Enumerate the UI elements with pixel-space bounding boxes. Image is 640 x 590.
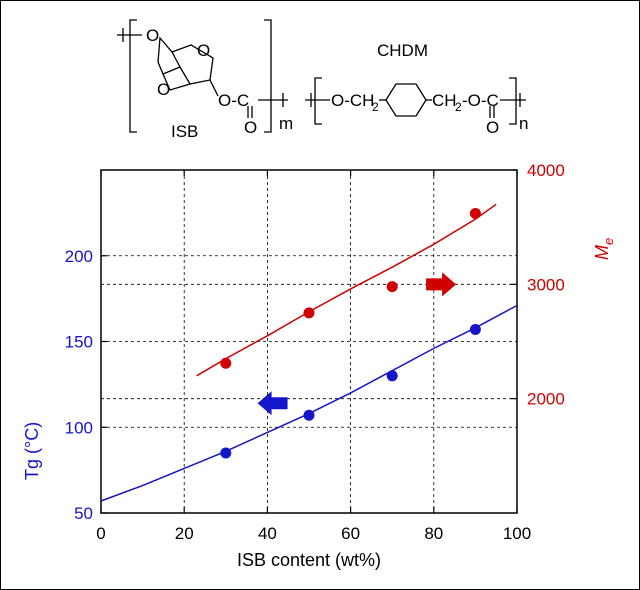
chart-marks xyxy=(100,203,518,502)
y-right-tick-label: 2000 xyxy=(527,390,565,409)
x-tick-label: 40 xyxy=(258,524,277,543)
left-axis-title: Tg (°C) xyxy=(22,422,42,480)
left-axis-title-main: Tg ( xyxy=(22,448,42,480)
chdm-subscript-n: n xyxy=(519,114,528,133)
x-axis-title: ISB content (wt%) xyxy=(237,550,381,570)
x-tick-label: 20 xyxy=(175,524,194,543)
chdm-right-sub: 2 xyxy=(455,100,462,114)
cyclohexane-ring xyxy=(385,83,427,117)
chdm-bracket-right xyxy=(509,77,517,125)
isb-ester-text: O-C xyxy=(218,91,249,110)
x-tick-label: 0 xyxy=(96,524,105,543)
y-right-tick-label: 3000 xyxy=(527,275,565,294)
chdm-carbonyl-oxygen: O xyxy=(486,118,499,137)
data-point-left xyxy=(386,370,398,382)
chdm-bracket-left xyxy=(314,77,322,125)
chdm-label: CHDM xyxy=(377,41,428,60)
chdm-left-text: O-CH xyxy=(331,91,374,110)
chemical-structure xyxy=(117,19,526,133)
x-tick-label: 80 xyxy=(424,524,443,543)
isb-carbonyl-oxygen: O xyxy=(244,118,257,137)
left-axis-title-unit: °C xyxy=(22,428,42,448)
isb-ring-1 xyxy=(157,36,181,75)
y-left-tick-label: 150 xyxy=(65,333,93,352)
svg-text:Me: Me xyxy=(592,238,616,260)
y-right-tick-label: 4000 xyxy=(527,161,565,180)
isb-subscript-m: m xyxy=(279,114,293,133)
fit-curve-left xyxy=(100,304,518,502)
isb-ring-oxygen-1: O xyxy=(197,41,210,60)
isb-ring-3 xyxy=(162,73,191,91)
isb-ring-2 xyxy=(171,44,214,85)
isb-oxygen-top: O xyxy=(146,26,159,45)
isb-label: ISB xyxy=(171,122,198,141)
right-axis-title: Me xyxy=(592,238,616,260)
data-point-right xyxy=(386,281,398,293)
x-tick-label: 60 xyxy=(341,524,360,543)
axis-ticks xyxy=(100,169,518,514)
data-point-right xyxy=(220,357,232,369)
isb-bracket-left xyxy=(129,19,137,133)
data-point-left xyxy=(469,323,481,335)
data-point-right xyxy=(469,207,481,219)
y-left-tick-label: 100 xyxy=(65,418,93,437)
right-axis-title-main: M xyxy=(592,245,612,260)
left-axis-title-close: ) xyxy=(22,422,42,428)
arrow-right xyxy=(426,272,457,297)
data-point-left xyxy=(220,447,232,459)
grid-lines xyxy=(101,170,517,513)
right-axis-title-sub: e xyxy=(601,238,616,245)
chdm-right-text: CH xyxy=(432,91,457,110)
svg-text:Tg (°C): Tg (°C) xyxy=(22,422,42,480)
fit-curve-right xyxy=(196,203,497,377)
isb-bracket-right xyxy=(264,19,272,133)
isb-ester-bond xyxy=(209,79,219,97)
x-tick-label: 100 xyxy=(503,524,531,543)
chdm-right-tail: -O-C xyxy=(462,91,499,110)
isb-ring-oxygen-2: O xyxy=(157,80,170,99)
data-point-right xyxy=(303,307,315,319)
data-point-left xyxy=(303,409,315,421)
y-left-tick-label: 200 xyxy=(65,247,93,266)
tick-labels: 0 20 40 60 80 100 50 100 150 200 2000 3000 4000 xyxy=(65,161,565,543)
y-left-tick-label: 50 xyxy=(74,504,93,523)
chdm-left-sub: 2 xyxy=(372,100,379,114)
arrow-left xyxy=(257,391,288,416)
